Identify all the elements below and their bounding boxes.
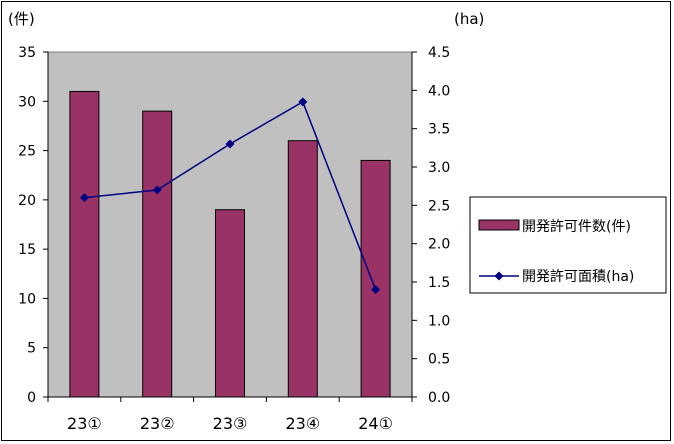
legend-label-count: 開発許可件数(件) bbox=[522, 219, 631, 235]
x-tick-label: 23④ bbox=[285, 414, 320, 433]
y-right-tick-label: 1.5 bbox=[428, 275, 450, 291]
legend-line-marker bbox=[494, 271, 504, 281]
y-right-tick-label: 3.5 bbox=[428, 122, 450, 138]
legend-box bbox=[469, 196, 667, 294]
y-right-tick-label: 0.0 bbox=[428, 390, 450, 406]
bar bbox=[360, 159, 391, 398]
x-tick-label: 23② bbox=[140, 414, 175, 433]
bar bbox=[142, 110, 173, 398]
y-right-unit-label: (ha) bbox=[454, 10, 484, 28]
y-left-tick-label: 0 bbox=[27, 390, 36, 406]
line-point bbox=[298, 97, 308, 107]
y-right-tick-label: 2.5 bbox=[428, 198, 450, 214]
y-right-tick-label: 4.5 bbox=[428, 45, 450, 61]
y-left-tick-label: 35 bbox=[18, 45, 36, 61]
y-right-tick-label: 0.5 bbox=[428, 352, 450, 368]
legend-label-area: 開発許可面積(ha) bbox=[522, 269, 634, 285]
line-point bbox=[152, 185, 162, 195]
y-right-tick-label: 1.0 bbox=[428, 313, 450, 329]
y-left-tick-label: 10 bbox=[18, 291, 36, 307]
legend-bar-swatch bbox=[478, 219, 520, 231]
x-tick-label: 23③ bbox=[213, 414, 248, 433]
x-tick-label: 24① bbox=[358, 414, 393, 433]
bar bbox=[215, 209, 245, 398]
line-point bbox=[371, 285, 381, 295]
y-left-tick-label: 15 bbox=[18, 242, 36, 258]
line-point bbox=[225, 139, 235, 149]
y-left-tick-label: 5 bbox=[27, 341, 36, 357]
bar bbox=[69, 90, 100, 398]
bar bbox=[287, 140, 318, 398]
line-point bbox=[79, 193, 89, 203]
y-left-tick-label: 30 bbox=[18, 94, 36, 110]
y-left-tick-label: 25 bbox=[18, 144, 36, 160]
y-right-tick-label: 3.0 bbox=[428, 160, 450, 176]
y-right-tick-label: 4.0 bbox=[428, 83, 450, 99]
y-left-unit-label: (件) bbox=[8, 10, 35, 28]
y-left-tick-label: 20 bbox=[18, 193, 36, 209]
y-right-tick-label: 2.0 bbox=[428, 237, 450, 253]
x-tick-label: 23① bbox=[67, 414, 102, 433]
